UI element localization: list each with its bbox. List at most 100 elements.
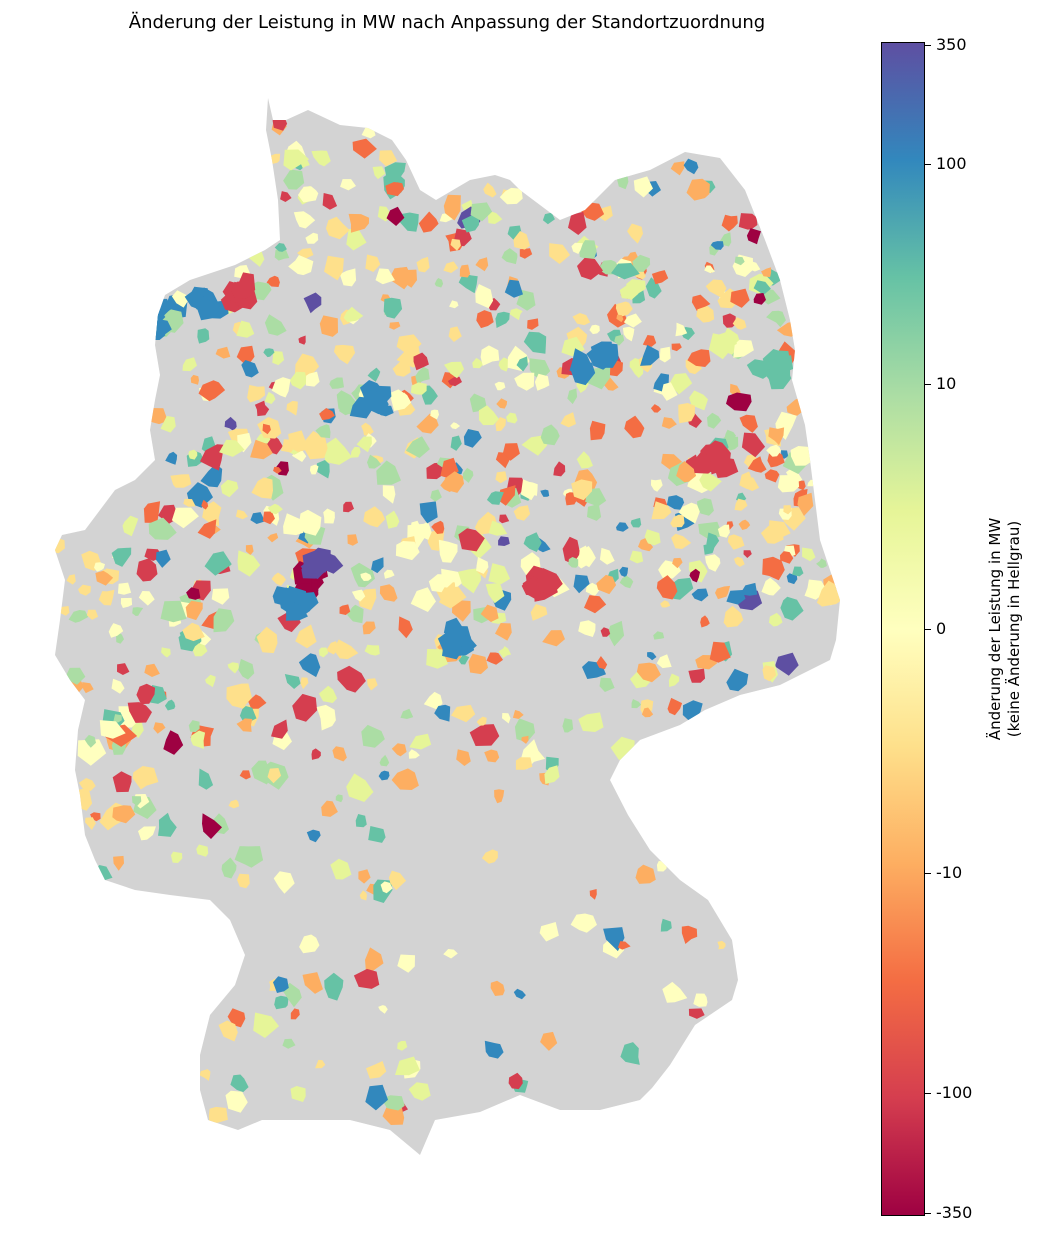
district-region: [361, 724, 385, 748]
district-region: [143, 501, 161, 523]
district-region: [330, 858, 352, 880]
district-region: [395, 1056, 420, 1076]
district-region: [676, 461, 697, 483]
district-region-cluster: [306, 550, 333, 574]
district-region: [383, 297, 403, 319]
district-region: [361, 422, 374, 436]
district-region: [705, 279, 727, 298]
district-region: [480, 604, 499, 622]
district-region: [463, 429, 482, 448]
district-region: [747, 456, 767, 473]
district-region: [379, 584, 398, 602]
district-region-cluster: [536, 571, 563, 596]
district-region: [636, 662, 661, 683]
district-region: [667, 697, 683, 716]
district-region: [534, 373, 550, 391]
district-region: [495, 471, 508, 484]
district-region: [127, 702, 152, 723]
district-region: [443, 194, 461, 221]
district-region: [366, 1061, 387, 1079]
district-region: [515, 757, 533, 770]
district-region: [468, 653, 488, 675]
district-region: [198, 380, 226, 402]
district-region: [211, 588, 230, 605]
district-region: [498, 485, 516, 506]
district-region: [201, 499, 209, 510]
district-region: [144, 663, 160, 677]
district-region: [372, 166, 386, 180]
district-region: [448, 326, 462, 342]
district-region: [156, 549, 171, 568]
district-region: [247, 385, 265, 403]
district-region: [710, 241, 724, 250]
district-region: [746, 228, 761, 245]
district-region: [325, 216, 350, 240]
district-region: [225, 1090, 248, 1113]
district-region: [578, 712, 604, 732]
district-region: [343, 306, 364, 323]
district-region: [642, 335, 657, 347]
district-region: [264, 314, 287, 336]
district-region: [273, 871, 295, 894]
district-region: [262, 511, 275, 525]
district-region: [199, 1069, 211, 1081]
district-region: [340, 179, 356, 191]
district-region: [384, 162, 406, 183]
district-region: [698, 521, 723, 541]
district-region: [633, 176, 653, 198]
district-region: [672, 557, 683, 569]
district-region: [589, 889, 597, 900]
district-region: [585, 582, 600, 597]
district-region: [691, 588, 709, 602]
district-region: [355, 814, 367, 828]
district-region: [498, 357, 510, 372]
district-region: [283, 513, 304, 536]
district-region: [250, 512, 265, 524]
district-region-cluster: [133, 309, 160, 330]
district-region: [530, 604, 548, 621]
district-region: [117, 663, 130, 675]
district-region: [644, 529, 661, 546]
district-region: [253, 1012, 279, 1038]
district-region: [514, 372, 535, 391]
district-region: [264, 391, 276, 404]
district-region: [204, 551, 232, 576]
district-region: [656, 654, 672, 669]
district-region: [161, 647, 171, 658]
district-region: [780, 551, 794, 564]
district-region: [297, 186, 319, 203]
district-region: [523, 532, 542, 552]
district-region: [153, 722, 166, 734]
district-region: [520, 479, 538, 501]
district-region: [375, 268, 395, 285]
district-region: [576, 451, 593, 469]
district-region: [461, 214, 480, 233]
district-region: [802, 547, 816, 562]
district-region: [632, 254, 651, 272]
district-region: [396, 334, 422, 356]
district-region: [624, 415, 645, 439]
district-region: [501, 248, 518, 265]
district-region: [486, 652, 503, 665]
district-region: [451, 704, 476, 723]
colorbar-tick-label: -100: [936, 1083, 973, 1102]
district-region: [513, 505, 531, 521]
district-region-cluster: [709, 448, 731, 475]
district-region: [568, 557, 579, 568]
district-region: [318, 685, 338, 703]
district-region: [220, 479, 239, 498]
district-region: [303, 431, 328, 460]
district-region: [215, 346, 231, 359]
district-region: [444, 361, 465, 379]
district-region: [286, 400, 298, 416]
district-region: [306, 829, 321, 843]
district-region: [450, 238, 461, 251]
district-region: [705, 554, 721, 572]
district-region: [734, 256, 745, 266]
district-region: [650, 404, 662, 413]
district-region: [236, 718, 253, 732]
district-region: [596, 656, 608, 670]
district-region: [363, 506, 386, 528]
district-region: [271, 719, 288, 739]
district-region: [196, 844, 209, 857]
